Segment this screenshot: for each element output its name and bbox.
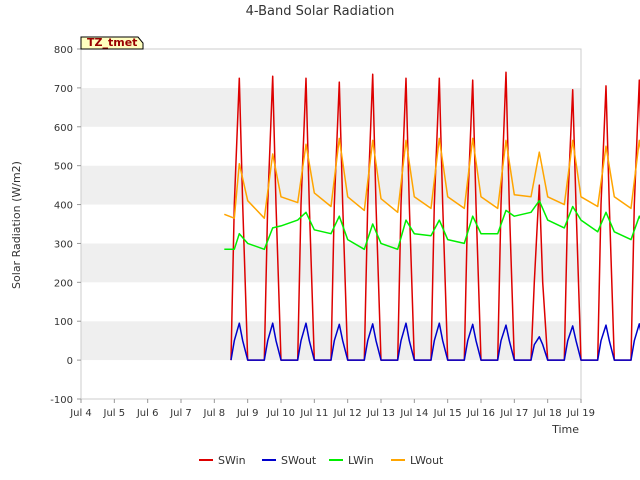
tz-badge-label: TZ_tmet: [87, 36, 137, 49]
x-tick-label: Jul 18: [533, 408, 562, 419]
x-tick-label: Jul 10: [266, 408, 295, 419]
legend-item: LWout: [410, 454, 444, 467]
y-tick-label: 400: [54, 201, 73, 212]
series-line-lwin: [224, 199, 640, 251]
legend-item: SWin: [218, 454, 246, 467]
y-axis-ticks: -100 0 100 200 300 400 500 600 700 800: [50, 45, 81, 406]
x-tick-label: Jul 6: [136, 408, 159, 419]
grid-band: [81, 360, 581, 399]
legend: SWin SWout LWin LWout: [199, 454, 444, 467]
x-tick-label: Jul 9: [236, 408, 259, 419]
series-lines: [224, 71, 640, 361]
y-tick-label: 700: [54, 84, 73, 95]
x-tick-label: Jul 17: [499, 408, 528, 419]
y-axis-label: Solar Radiation (W/m2): [10, 161, 23, 289]
grid-band: [81, 87, 581, 127]
x-tick-label: Jul 19: [566, 408, 595, 419]
x-tick-label: Jul 4: [69, 408, 92, 419]
grid-band: [81, 243, 581, 283]
y-tick-label: 200: [54, 278, 73, 289]
grid-band: [81, 204, 581, 244]
y-tick-label: 800: [54, 45, 73, 56]
x-tick-label: Jul 15: [433, 408, 462, 419]
x-tick-label: Jul 13: [366, 408, 395, 419]
y-tick-label: 100: [54, 317, 73, 328]
legend-item: LWin: [348, 454, 374, 467]
y-tick-label: 600: [54, 123, 73, 134]
y-tick-label: 300: [54, 239, 73, 250]
grid-band: [81, 126, 581, 166]
grid-band: [81, 49, 581, 88]
x-tick-label: Jul 12: [333, 408, 362, 419]
chart-title: 4-Band Solar Radiation: [246, 4, 395, 19]
series-line-swout: [230, 322, 640, 361]
grid-band: [81, 165, 581, 205]
plot-area-border: [80, 48, 582, 400]
x-axis-ticks: Jul 4 Jul 5 Jul 6 Jul 7 Jul 8 Jul 9 Jul 10 Jul …: [69, 399, 595, 419]
x-tick-label: Jul 8: [203, 408, 226, 419]
y-tick-label: -100: [50, 395, 73, 406]
tz-badge: TZ_tmet: [80, 36, 144, 50]
legend-item: SWout: [281, 454, 317, 467]
x-tick-label: Jul 14: [399, 408, 428, 419]
x-tick-label: Jul 16: [466, 408, 495, 419]
series-line-lwout: [224, 137, 640, 219]
grid-band: [81, 282, 581, 322]
x-axis-label: Time: [551, 423, 579, 436]
y-tick-label: 0: [67, 356, 73, 367]
y-tick-label: 500: [54, 162, 73, 173]
x-tick-label: Jul 7: [169, 408, 192, 419]
x-tick-label: Jul 11: [299, 408, 328, 419]
x-tick-label: Jul 5: [103, 408, 126, 419]
